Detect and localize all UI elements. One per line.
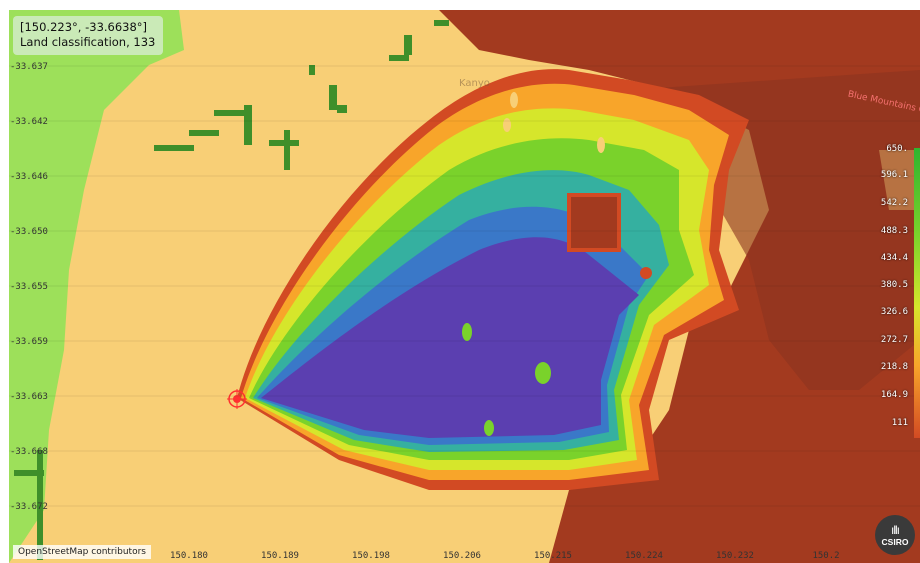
map-attribution[interactable]: OpenStreetMap contributors xyxy=(13,545,151,559)
legend-value: 434.4 xyxy=(880,253,908,263)
unburnt-pockets xyxy=(462,92,652,436)
legend-value: 596.1 xyxy=(880,170,908,180)
legend-value: 272.7 xyxy=(880,335,908,345)
longitude-tick: 150.215 xyxy=(534,551,572,561)
fire-burn-core xyxy=(261,237,639,438)
csiro-bars-icon: ıllı xyxy=(891,523,900,537)
latitude-tick: -33.672 xyxy=(10,502,48,512)
latitude-tick: -33.650 xyxy=(10,227,48,237)
longitude-tick: 150.232 xyxy=(716,551,754,561)
legend-value: 488.3 xyxy=(880,226,908,236)
latitude-tick: -33.637 xyxy=(10,62,48,72)
longitude-tick: 150.198 xyxy=(352,551,390,561)
longitude-tick: 150.206 xyxy=(443,551,481,561)
land-classification-value: Land classification, 133 xyxy=(20,35,156,49)
legend-color-bar xyxy=(914,148,920,438)
map-view[interactable]: [150.223°, -33.6638°] Land classificatio… xyxy=(9,10,920,563)
map-canvas[interactable] xyxy=(9,10,920,563)
latitude-tick: -33.642 xyxy=(10,117,48,127)
longitude-tick: 150.224 xyxy=(625,551,663,561)
longitude-tick: 150.2 xyxy=(812,551,840,561)
legend-value: 326.6 xyxy=(880,307,908,317)
latitude-tick: -33.655 xyxy=(10,282,48,292)
vegetation-lines xyxy=(14,20,449,560)
legend-value: 542.2 xyxy=(880,198,908,208)
longitude-tick: 150.180 xyxy=(170,551,208,561)
vegetation-area-west xyxy=(9,10,184,563)
coordinate-value: [150.223°, -33.6638°] xyxy=(20,20,148,34)
ignition-point xyxy=(227,389,247,409)
latitude-tick: -33.663 xyxy=(10,392,48,402)
place-label: Kanyo xyxy=(459,78,490,89)
legend-value: 650. xyxy=(886,144,908,154)
longitude-tick: 150.189 xyxy=(261,551,299,561)
csiro-logo-text: CSIRO xyxy=(881,537,909,547)
coordinate-readout: [150.223°, -33.6638°] Land classificatio… xyxy=(13,16,164,55)
latitude-tick: -33.646 xyxy=(10,172,48,182)
legend-value: 111 xyxy=(891,418,908,428)
csiro-logo: ıllı CSIRO xyxy=(875,515,915,555)
latitude-tick: -33.659 xyxy=(10,337,48,347)
legend-value: 218.8 xyxy=(880,362,908,372)
legend-value: 164.9 xyxy=(880,390,908,400)
map-graticule xyxy=(9,65,920,507)
latitude-tick: -33.668 xyxy=(10,447,48,457)
legend-value: 380.5 xyxy=(880,280,908,290)
